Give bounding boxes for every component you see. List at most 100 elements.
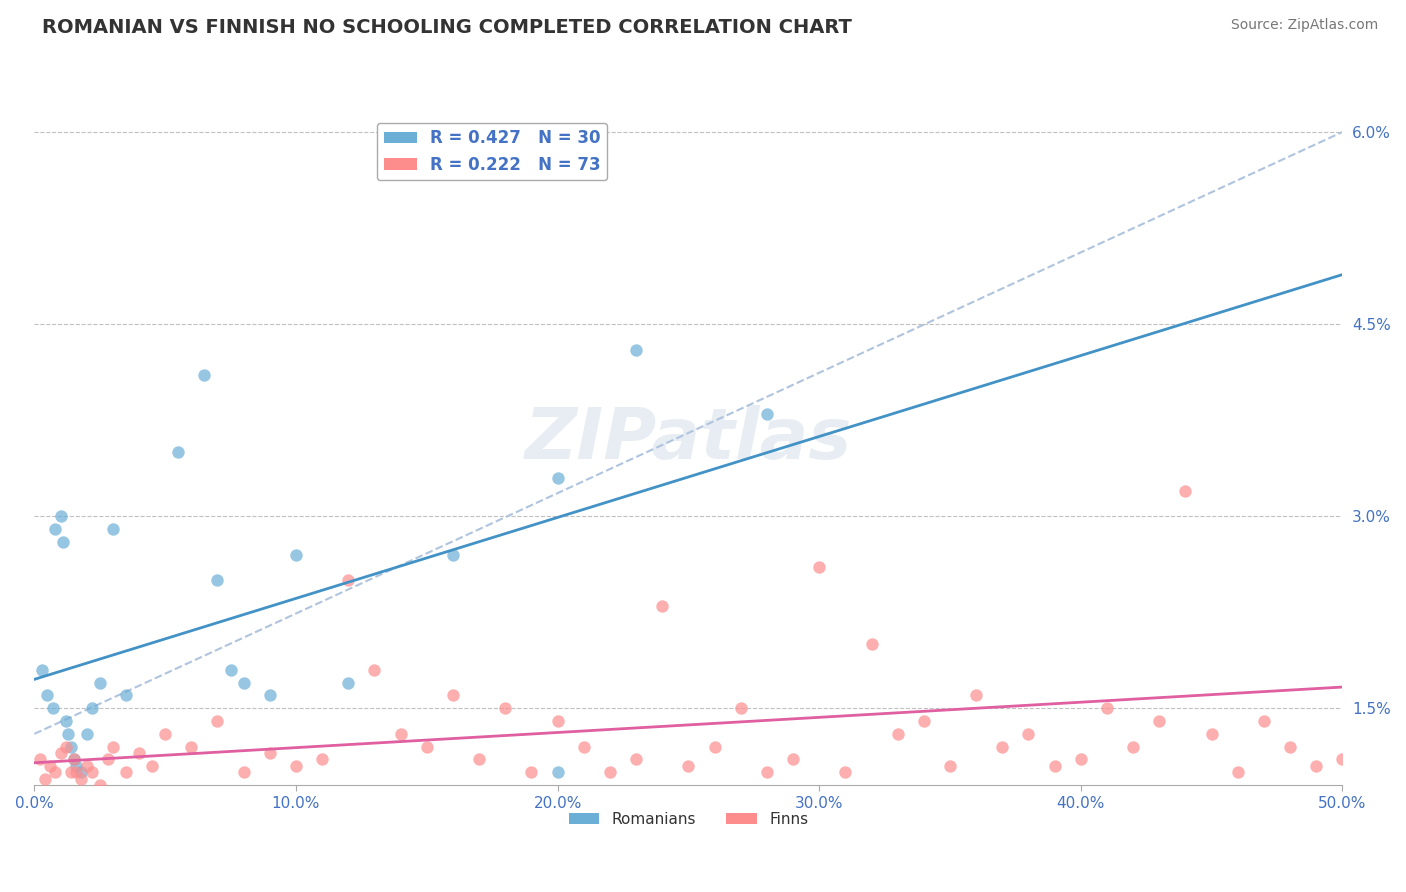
- Point: [1279, 739, 1302, 754]
- Point: [62, 752, 84, 766]
- Point: [89, 778, 111, 792]
- Point: [1331, 752, 1354, 766]
- Point: [755, 407, 778, 421]
- Point: [80, 701, 103, 715]
- Point: [207, 573, 229, 587]
- Point: [193, 368, 215, 383]
- Point: [141, 759, 163, 773]
- Point: [128, 746, 150, 760]
- Point: [207, 714, 229, 728]
- Point: [65, 765, 87, 780]
- Point: [363, 663, 385, 677]
- Point: [232, 675, 254, 690]
- Point: [167, 445, 190, 459]
- Point: [101, 522, 124, 536]
- Point: [1253, 714, 1275, 728]
- Point: [70, 765, 93, 780]
- Point: [1174, 483, 1197, 498]
- Point: [651, 599, 673, 613]
- Point: [58, 727, 80, 741]
- Point: [755, 765, 778, 780]
- Point: [624, 752, 647, 766]
- Point: [153, 727, 176, 741]
- Point: [28, 752, 51, 766]
- Point: [285, 548, 308, 562]
- Legend: Romanians, Finns: Romanians, Finns: [562, 805, 814, 833]
- Point: [1384, 765, 1406, 780]
- Point: [834, 765, 856, 780]
- Text: ZIPatlas: ZIPatlas: [524, 405, 852, 474]
- Point: [1017, 727, 1039, 741]
- Point: [259, 689, 281, 703]
- Point: [886, 727, 908, 741]
- Point: [1122, 739, 1144, 754]
- Point: [55, 714, 77, 728]
- Point: [678, 759, 700, 773]
- Point: [547, 471, 569, 485]
- Point: [1305, 759, 1327, 773]
- Text: Source: ZipAtlas.com: Source: ZipAtlas.com: [1230, 18, 1378, 32]
- Point: [389, 727, 412, 741]
- Point: [912, 714, 935, 728]
- Point: [44, 765, 66, 780]
- Point: [441, 548, 464, 562]
- Point: [285, 759, 308, 773]
- Point: [1226, 765, 1249, 780]
- Point: [259, 746, 281, 760]
- Point: [468, 752, 491, 766]
- Point: [76, 727, 98, 741]
- Point: [311, 752, 333, 766]
- Point: [41, 701, 63, 715]
- Point: [808, 560, 831, 574]
- Point: [39, 759, 62, 773]
- Point: [494, 701, 516, 715]
- Point: [97, 752, 120, 766]
- Point: [1149, 714, 1171, 728]
- Point: [860, 637, 883, 651]
- Point: [37, 689, 59, 703]
- Point: [180, 739, 202, 754]
- Point: [65, 759, 87, 773]
- Point: [89, 675, 111, 690]
- Point: [76, 759, 98, 773]
- Point: [1201, 727, 1223, 741]
- Point: [1043, 759, 1066, 773]
- Point: [44, 522, 66, 536]
- Point: [572, 739, 595, 754]
- Point: [782, 752, 804, 766]
- Point: [31, 663, 53, 677]
- Point: [55, 739, 77, 754]
- Point: [219, 663, 242, 677]
- Point: [52, 534, 75, 549]
- Point: [624, 343, 647, 357]
- Point: [59, 739, 82, 754]
- Point: [1070, 752, 1092, 766]
- Point: [62, 752, 84, 766]
- Point: [547, 714, 569, 728]
- Point: [547, 765, 569, 780]
- Point: [599, 765, 621, 780]
- Point: [939, 759, 962, 773]
- Point: [49, 746, 72, 760]
- Point: [337, 675, 360, 690]
- Point: [965, 689, 987, 703]
- Point: [59, 765, 82, 780]
- Point: [520, 765, 543, 780]
- Point: [70, 772, 93, 786]
- Point: [101, 739, 124, 754]
- Point: [34, 772, 56, 786]
- Point: [49, 509, 72, 524]
- Point: [1357, 727, 1379, 741]
- Point: [115, 765, 138, 780]
- Point: [730, 701, 752, 715]
- Point: [337, 573, 360, 587]
- Point: [703, 739, 725, 754]
- Point: [991, 739, 1014, 754]
- Point: [232, 765, 254, 780]
- Text: ROMANIAN VS FINNISH NO SCHOOLING COMPLETED CORRELATION CHART: ROMANIAN VS FINNISH NO SCHOOLING COMPLET…: [42, 18, 852, 37]
- Point: [80, 765, 103, 780]
- Point: [416, 739, 439, 754]
- Point: [1095, 701, 1118, 715]
- Point: [441, 689, 464, 703]
- Point: [115, 689, 138, 703]
